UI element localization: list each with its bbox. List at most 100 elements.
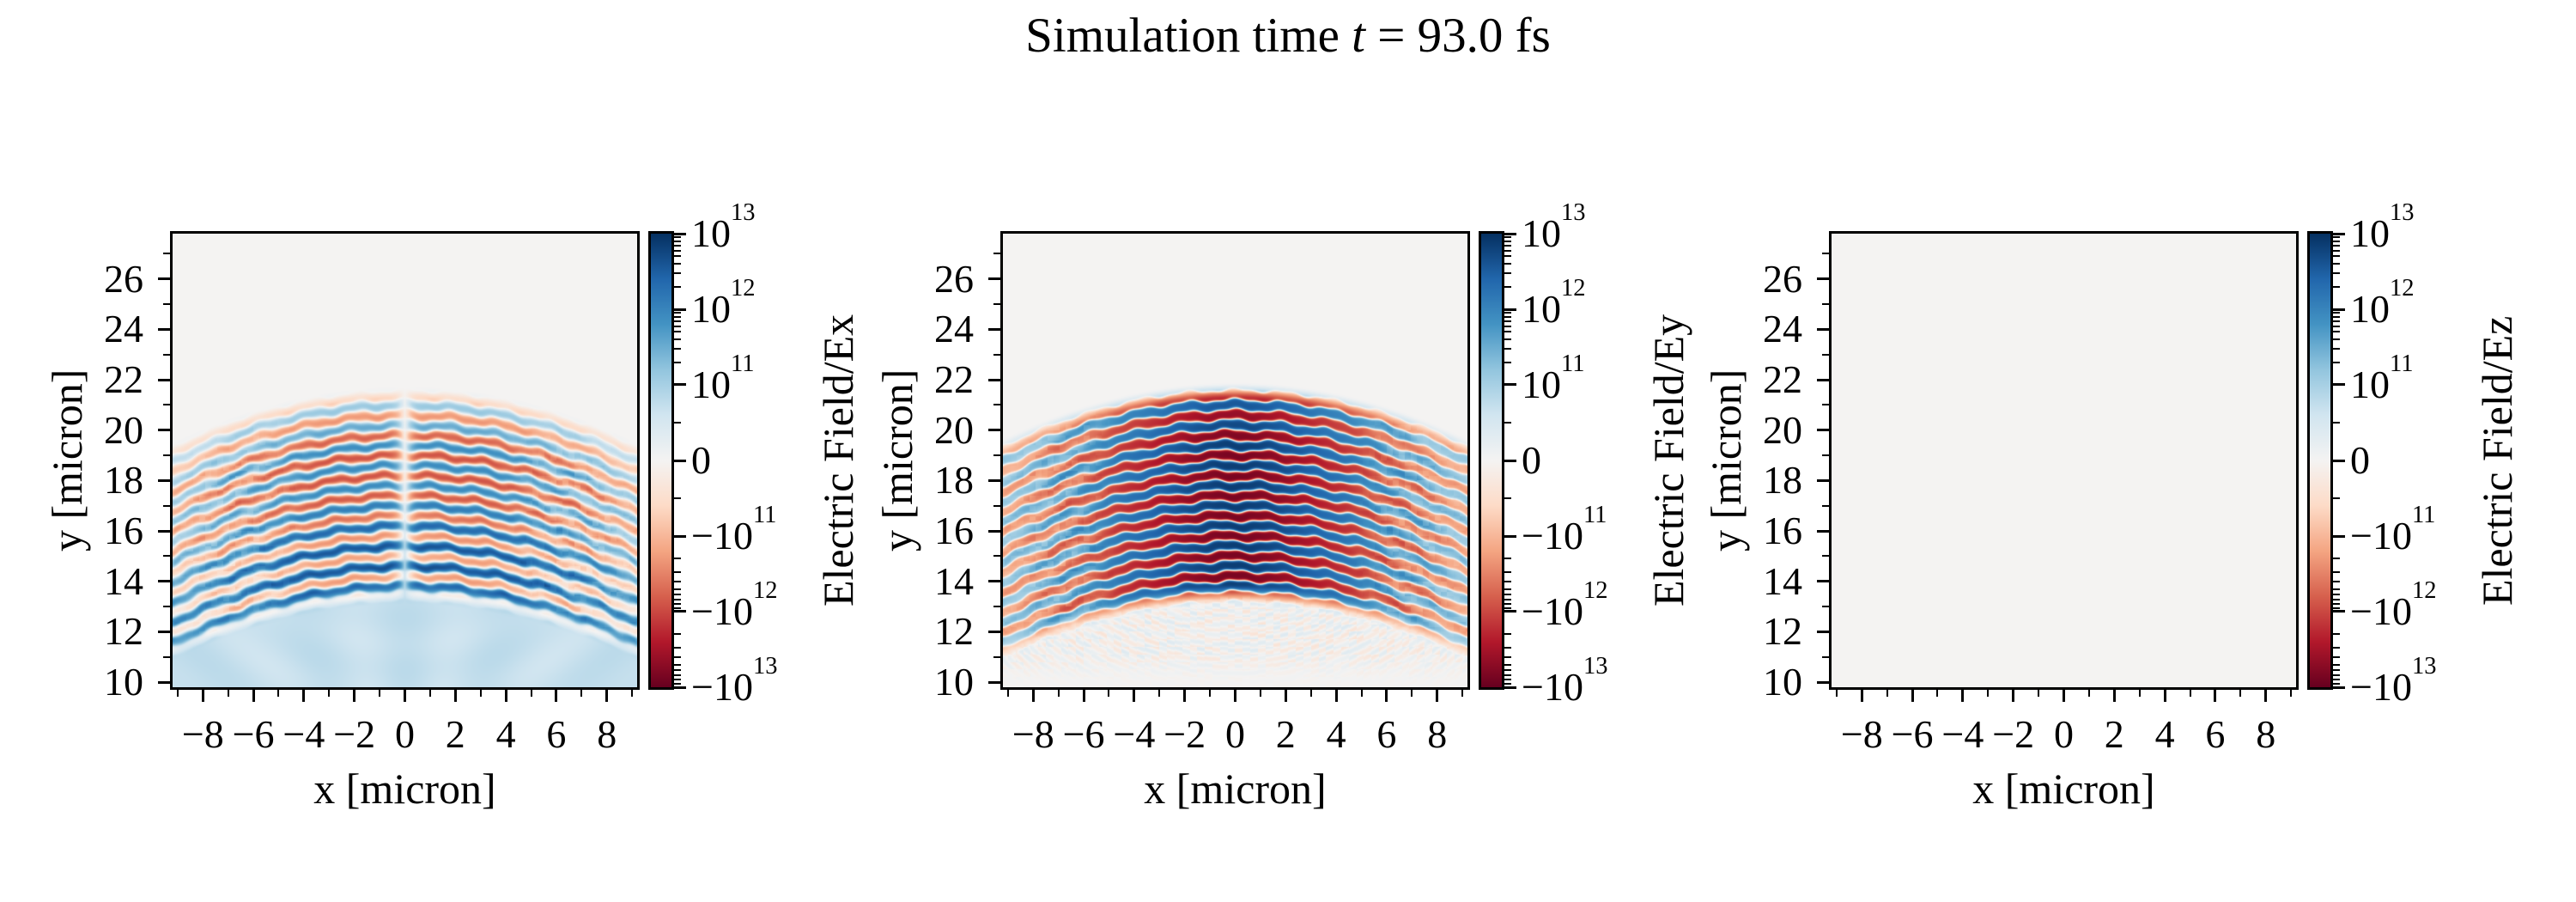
x-minor-tick (176, 690, 179, 697)
colorbar-minor-tick (674, 599, 681, 601)
y-minor-tick (163, 555, 170, 558)
y-minor-tick (993, 404, 1000, 406)
colorbar-major-tick (674, 232, 686, 235)
colorbar-minor-tick (1504, 422, 1511, 424)
x-tick-label: 0 (2054, 712, 2074, 756)
x-minor-tick (428, 690, 431, 697)
y-major-tick (988, 277, 1000, 281)
colorbar-minor-tick (2333, 320, 2340, 322)
colorbar-minor-tick (2333, 599, 2340, 601)
y-minor-tick (993, 606, 1000, 608)
colorbar-minor-tick (2333, 663, 2340, 666)
y-tick-label: 26 (1763, 256, 1802, 301)
colorbar-tick-label: 1011 (691, 350, 755, 406)
y-minor-tick (1822, 555, 1829, 558)
x-minor-tick (1158, 690, 1161, 697)
colorbar-minor-tick (1504, 320, 1511, 322)
colorbar-minor-tick (2333, 633, 2340, 636)
colorbar-minor-tick (674, 606, 681, 609)
colorbar-major-tick (674, 686, 686, 689)
colorbar-tick-exponent: 11 (1583, 502, 1607, 529)
y-minor-tick (1822, 504, 1829, 507)
colorbar-tick-exponent: 11 (2390, 350, 2414, 378)
y-tick-label: 22 (934, 357, 974, 402)
x-axis-label: x [micron] (1144, 765, 1327, 813)
colorbar-minor-tick (1504, 315, 1511, 318)
colorbar-minor-tick (1504, 325, 1511, 327)
colorbar-minor-tick (2333, 244, 2340, 247)
x-tick-label: −6 (232, 712, 275, 756)
colorbar-minor-tick (674, 320, 681, 322)
y-minor-tick (1822, 454, 1829, 457)
colorbar-minor-tick (2333, 361, 2340, 363)
colorbar-major-tick (2333, 383, 2345, 387)
y-major-tick (158, 529, 170, 533)
x-minor-tick (1057, 690, 1060, 697)
y-minor-tick (993, 655, 1000, 658)
colorbar-major-tick (2333, 686, 2345, 689)
colorbar-minor-tick (674, 655, 681, 658)
y-major-tick (158, 378, 170, 381)
x-tick-label: 2 (1275, 712, 1296, 756)
x-major-tick (353, 690, 356, 702)
colorbar-tick-label: 1012 (2350, 275, 2415, 332)
y-minor-tick (1822, 404, 1829, 406)
y-major-tick (988, 529, 1000, 533)
field-heatmap-ex (173, 234, 637, 687)
colorbar-tick-exponent: 12 (1583, 577, 1608, 605)
colorbar-minor-tick (2333, 674, 2340, 677)
colorbar-minor-tick (1504, 497, 1511, 499)
colorbar-major-tick (1504, 232, 1516, 235)
x-major-tick (1082, 690, 1085, 702)
y-major-tick (158, 680, 170, 684)
colorbar-tick-label: −1012 (691, 577, 778, 633)
x-major-tick (1436, 690, 1439, 702)
x-minor-tick (1835, 690, 1838, 697)
panel-ex: y [micron] x [micron] Electric Field/Ex … (43, 201, 862, 813)
colorbar-minor-tick (1504, 603, 1511, 606)
y-major-tick (158, 630, 170, 633)
x-minor-tick (1987, 690, 1990, 697)
colorbar-minor-tick (1504, 669, 1511, 672)
y-tick-label: 10 (934, 660, 974, 704)
x-major-tick (1385, 690, 1388, 702)
colorbar-tick-exponent: 12 (2390, 275, 2415, 302)
colorbar-minor-tick (1504, 285, 1511, 288)
y-major-tick (988, 680, 1000, 684)
y-major-tick (988, 327, 1000, 331)
colorbar-minor-tick (2333, 315, 2340, 318)
colorbar-tick-label: 1013 (1522, 199, 1586, 255)
x-major-tick (1334, 690, 1338, 702)
colorbar-major-tick (1504, 308, 1516, 311)
colorbar-major-tick (1504, 534, 1516, 538)
colorbar-minor-tick (1504, 599, 1511, 601)
y-minor-tick (163, 504, 170, 507)
colorbar-minor-tick (674, 338, 681, 341)
figure-title: Simulation time t = 93.0 fs (0, 5, 2576, 67)
colorbar-minor-tick (2333, 285, 2340, 288)
colorbar-minor-tick (674, 272, 681, 274)
x-major-tick (1133, 690, 1136, 702)
y-tick-label: 26 (934, 256, 974, 301)
y-major-tick (1817, 529, 1829, 533)
colorbar-minor-tick (1504, 663, 1511, 666)
y-major-tick (158, 277, 170, 281)
x-minor-tick (530, 690, 532, 697)
x-tick-label: −2 (1992, 712, 2035, 756)
y-major-tick (988, 378, 1000, 381)
colorbar-minor-tick (2333, 422, 2340, 424)
x-axis-label: x [micron] (313, 765, 496, 813)
x-major-tick (1234, 690, 1236, 702)
x-tick-label: −2 (333, 712, 376, 756)
colorbar-minor-tick (2333, 558, 2340, 560)
colorbar-tick-label: −1011 (2350, 502, 2436, 558)
colorbar-minor-tick (1504, 255, 1511, 258)
x-major-tick (1961, 690, 1965, 702)
colorbar-major-tick (1504, 610, 1516, 613)
x-tick-label: −4 (283, 712, 325, 756)
panel-ez: y [micron] x [micron] Electric Field/Ez … (1702, 201, 2521, 813)
x-major-tick (201, 690, 204, 702)
colorbar-minor-tick (1504, 558, 1511, 560)
y-major-tick (1817, 378, 1829, 381)
colorbar-minor-tick (674, 244, 681, 247)
